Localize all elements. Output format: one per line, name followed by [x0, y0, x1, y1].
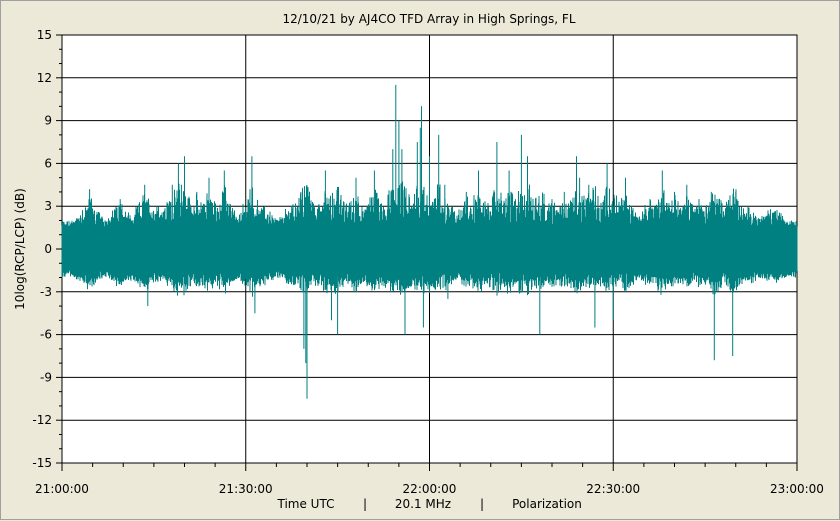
x-tick-label: 23:00:00 [770, 482, 824, 496]
x-axis-label-separator: | [480, 497, 484, 511]
y-tick-label: 9 [44, 114, 52, 128]
x-tick-label: 22:30:00 [586, 482, 640, 496]
series-spikes-polarization [89, 84, 773, 399]
x-axis: 21:00:00 21:30:00 22:00:00 22:30:00 23:00:00 [35, 463, 824, 496]
y-tick-label: -12 [32, 413, 52, 427]
x-axis-label: Time UTC | 20.1 MHz | Polarization [277, 497, 582, 511]
y-tick-label: 6 [44, 156, 52, 170]
x-axis-label-frequency: 20.1 MHz [395, 497, 451, 511]
x-tick-label: 21:00:00 [35, 482, 89, 496]
y-tick-label: 3 [44, 199, 52, 213]
y-tick-label: -15 [32, 456, 52, 470]
x-tick-label: 21:30:00 [219, 482, 273, 496]
y-axis-label: 10log(RCP/LCP) (dB) [13, 188, 27, 310]
x-axis-label-separator: | [363, 497, 367, 511]
y-tick-label: -3 [40, 285, 52, 299]
y-tick-label: 15 [37, 28, 52, 42]
x-axis-label-quantity: Polarization [512, 497, 582, 511]
y-tick-label: -9 [40, 370, 52, 384]
y-tick-label: 12 [37, 71, 52, 85]
y-tick-label: 0 [44, 242, 52, 256]
x-axis-label-time: Time UTC [277, 497, 335, 511]
y-tick-label: -6 [40, 328, 52, 342]
y-axis: -15 -12 -9 -6 -3 0 3 6 9 12 15 [32, 28, 62, 470]
chart-title: 12/10/21 by AJ4CO TFD Array in High Spri… [282, 12, 575, 26]
x-tick-label: 22:00:00 [403, 482, 457, 496]
